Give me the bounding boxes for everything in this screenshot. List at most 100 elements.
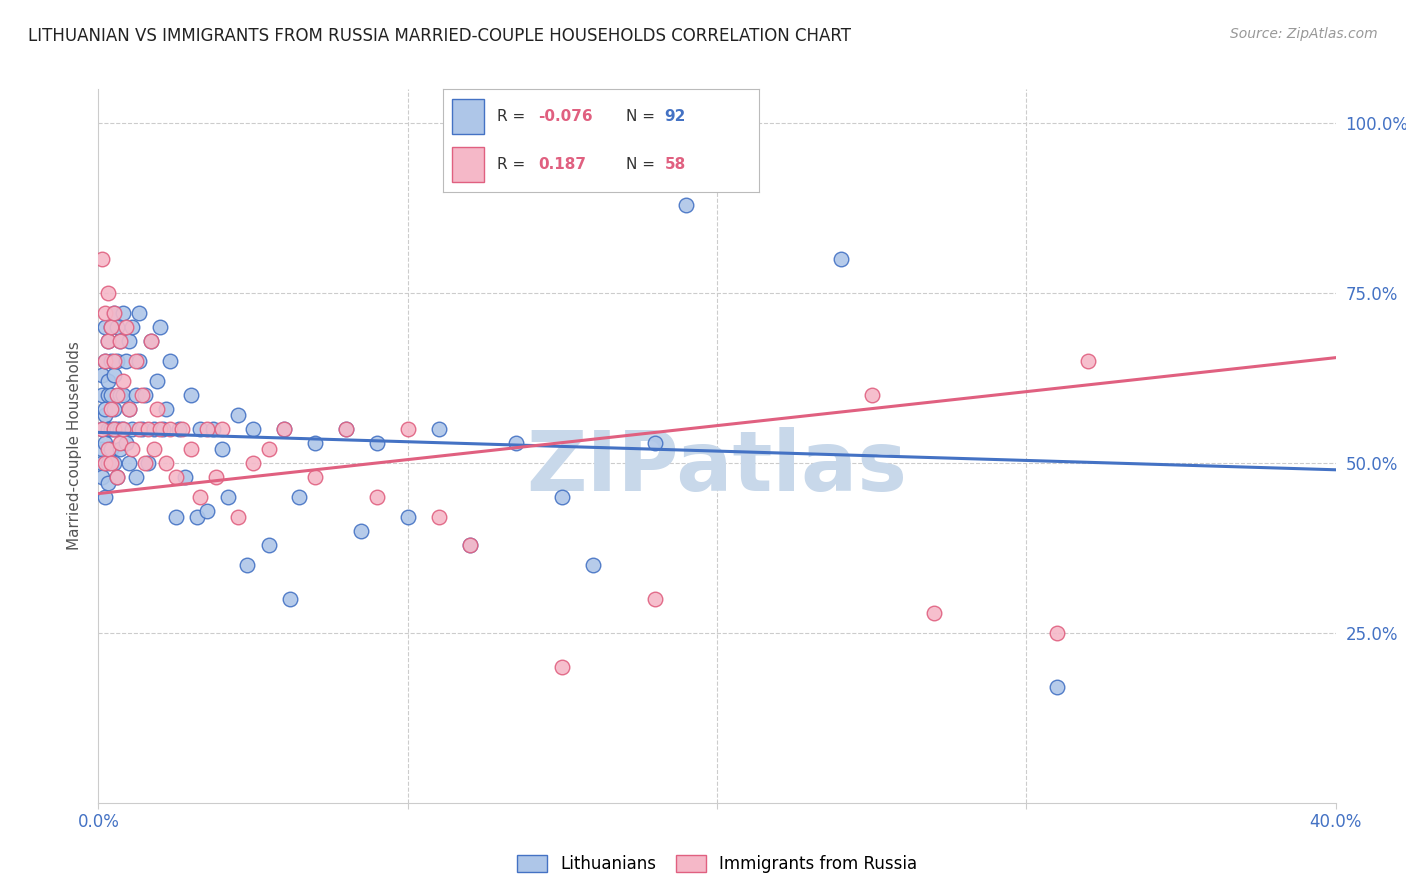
Point xyxy=(242,422,264,436)
Point xyxy=(90,252,112,266)
Point xyxy=(105,469,128,483)
Point xyxy=(217,490,239,504)
Point xyxy=(112,306,135,320)
Point xyxy=(93,320,115,334)
Point xyxy=(115,354,138,368)
Point xyxy=(458,537,481,551)
Point xyxy=(366,435,388,450)
Text: LITHUANIAN VS IMMIGRANTS FROM RUSSIA MARRIED-COUPLE HOUSEHOLDS CORRELATION CHART: LITHUANIAN VS IMMIGRANTS FROM RUSSIA MAR… xyxy=(28,27,851,45)
Point xyxy=(350,524,373,538)
Point xyxy=(103,422,125,436)
Point xyxy=(121,442,143,457)
Point xyxy=(152,422,174,436)
Point xyxy=(100,354,122,368)
Point xyxy=(105,469,128,483)
Point xyxy=(100,456,122,470)
Point xyxy=(124,469,146,483)
Point xyxy=(304,469,326,483)
Point xyxy=(226,409,249,423)
Point xyxy=(93,456,115,470)
Point xyxy=(121,422,143,436)
Point xyxy=(273,422,295,436)
Point xyxy=(830,252,852,266)
Point xyxy=(582,558,605,572)
Point xyxy=(211,442,233,457)
Text: 0.187: 0.187 xyxy=(537,157,586,172)
Point xyxy=(103,456,125,470)
Point xyxy=(131,422,153,436)
Point xyxy=(146,401,169,416)
Point xyxy=(108,435,131,450)
Point xyxy=(143,442,166,457)
Point xyxy=(105,388,128,402)
Point xyxy=(174,469,197,483)
Point xyxy=(335,422,357,436)
Text: ZIPatlas: ZIPatlas xyxy=(527,427,907,508)
Point xyxy=(226,510,249,524)
Point xyxy=(131,388,153,402)
Point xyxy=(93,354,115,368)
Point xyxy=(190,422,212,436)
Point xyxy=(257,442,280,457)
Text: R =: R = xyxy=(496,109,530,124)
Point xyxy=(115,320,138,334)
Point xyxy=(211,422,233,436)
Point xyxy=(103,368,125,382)
Point xyxy=(112,422,135,436)
Text: R =: R = xyxy=(496,157,530,172)
Point xyxy=(97,334,120,348)
Point xyxy=(100,388,122,402)
Point xyxy=(93,490,115,504)
Point xyxy=(551,660,574,674)
Point xyxy=(922,606,945,620)
Point xyxy=(146,375,169,389)
Point xyxy=(149,320,172,334)
Point xyxy=(427,510,450,524)
Point xyxy=(118,401,141,416)
Point xyxy=(860,388,883,402)
Point xyxy=(706,170,728,185)
Point xyxy=(675,198,697,212)
Point xyxy=(108,388,131,402)
Point xyxy=(180,388,202,402)
Point xyxy=(103,401,125,416)
Point xyxy=(644,435,666,450)
Point xyxy=(112,388,135,402)
Point xyxy=(103,354,125,368)
Point xyxy=(155,401,177,416)
Point xyxy=(205,469,228,483)
Point xyxy=(128,306,150,320)
Point xyxy=(143,422,166,436)
Point xyxy=(97,334,120,348)
Point xyxy=(124,354,146,368)
Point xyxy=(97,476,120,491)
Point xyxy=(97,286,120,301)
Point xyxy=(90,388,112,402)
Point xyxy=(90,442,112,457)
Point xyxy=(100,442,122,457)
Point xyxy=(186,510,208,524)
Point xyxy=(675,136,697,151)
Point xyxy=(128,354,150,368)
Point xyxy=(195,422,218,436)
Point xyxy=(1077,354,1099,368)
Bar xyxy=(453,99,484,135)
Legend: Lithuanians, Immigrants from Russia: Lithuanians, Immigrants from Russia xyxy=(510,848,924,880)
Point xyxy=(97,422,120,436)
Point xyxy=(108,422,131,436)
Point xyxy=(90,456,112,470)
Point xyxy=(644,591,666,606)
Point xyxy=(1046,680,1069,694)
Point xyxy=(366,490,388,504)
Point xyxy=(128,422,150,436)
Point xyxy=(100,401,122,416)
Point xyxy=(139,334,162,348)
Point xyxy=(97,456,120,470)
Point xyxy=(90,368,112,382)
Point xyxy=(108,334,131,348)
Point xyxy=(118,401,141,416)
Point xyxy=(170,422,193,436)
Point xyxy=(1046,626,1069,640)
Point xyxy=(105,354,128,368)
Point xyxy=(118,334,141,348)
